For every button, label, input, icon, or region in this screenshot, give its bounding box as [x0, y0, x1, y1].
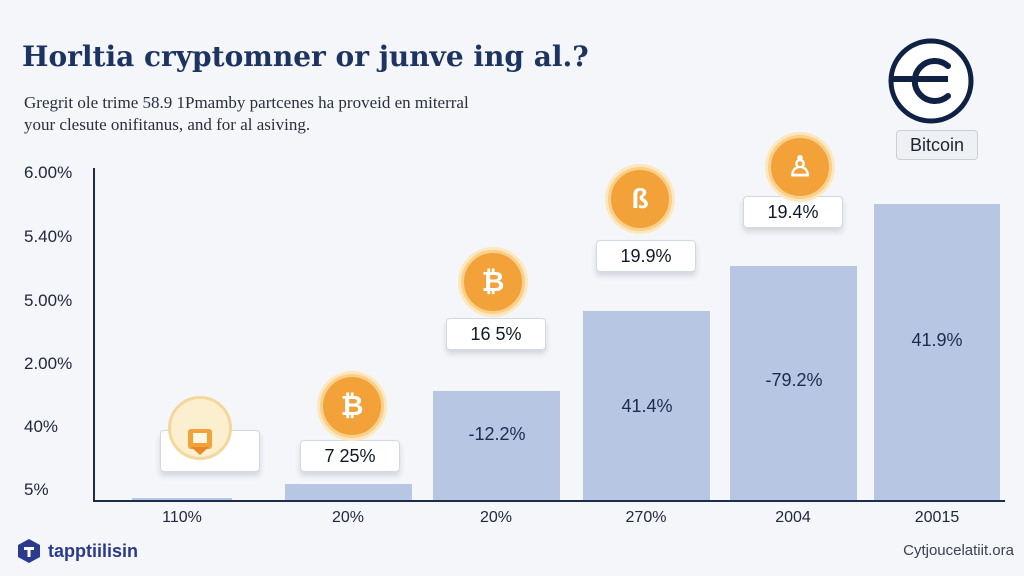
bar-value-label: -79.2% [765, 370, 823, 390]
x-tick-label: 2004 [775, 509, 811, 526]
badge-coin-icon [168, 396, 232, 460]
y-tick-label: 2.00% [24, 354, 73, 373]
x-axis [93, 500, 1005, 502]
bitcoin-tag: Bitcoin [896, 130, 978, 160]
ribbon-badge-icon [188, 429, 212, 455]
subtitle-line: your clesute onifitanus, and for al asiv… [24, 115, 311, 134]
chart-subtitle: Gregrit ole trime 58.9 1Pmamby partcenes… [24, 92, 584, 136]
x-tick-label: 270% [625, 509, 667, 526]
bar [285, 484, 412, 501]
brand-logo[interactable]: tapptiilisin [16, 536, 138, 566]
bar [433, 391, 560, 501]
crypto-coin-icon: ♙ [768, 135, 832, 199]
bar-value-label: -12.2% [468, 424, 526, 444]
value-callout: 19.4% [743, 196, 843, 228]
bitcoin-coin-icon: ₿ [320, 374, 384, 438]
y-tick-label: 6.00% [24, 163, 73, 182]
source-credit: Cytjoucelatiit.ora [903, 542, 1014, 559]
euro-icon [888, 38, 974, 124]
bar [132, 498, 232, 501]
bar [874, 204, 1000, 501]
bitcoin-coin-icon: ß [608, 167, 672, 231]
y-tick-label: 5% [24, 480, 49, 499]
x-tick-label: 20015 [914, 509, 960, 526]
y-axis [93, 168, 95, 502]
x-tick-label: 110% [162, 509, 202, 526]
x-tick-label: 20% [331, 509, 365, 526]
value-callout: 19.9% [596, 240, 696, 272]
bar [730, 266, 857, 501]
x-tick-label: 20% [479, 509, 513, 526]
value-callout: 7 25% [300, 440, 400, 472]
y-tick-label: 5.40% [24, 227, 73, 246]
subtitle-line: Gregrit ole trime 58.9 1Pmamby partcenes… [24, 93, 469, 112]
bar [583, 311, 710, 501]
chart-title: Horltia cryptomner or junve ing al.? [22, 40, 589, 73]
value-callout: 16 5% [446, 318, 546, 350]
brand-logo-icon [18, 539, 40, 563]
y-tick-label: 5.00% [24, 291, 73, 310]
y-tick-label: 40% [24, 417, 59, 436]
bitcoin-coin-icon: ₿ [461, 250, 525, 314]
bar-value-label: 41.4% [621, 396, 673, 416]
brand-name: tapptiilisin [48, 540, 138, 561]
bar-value-label: 41.9% [911, 330, 963, 350]
